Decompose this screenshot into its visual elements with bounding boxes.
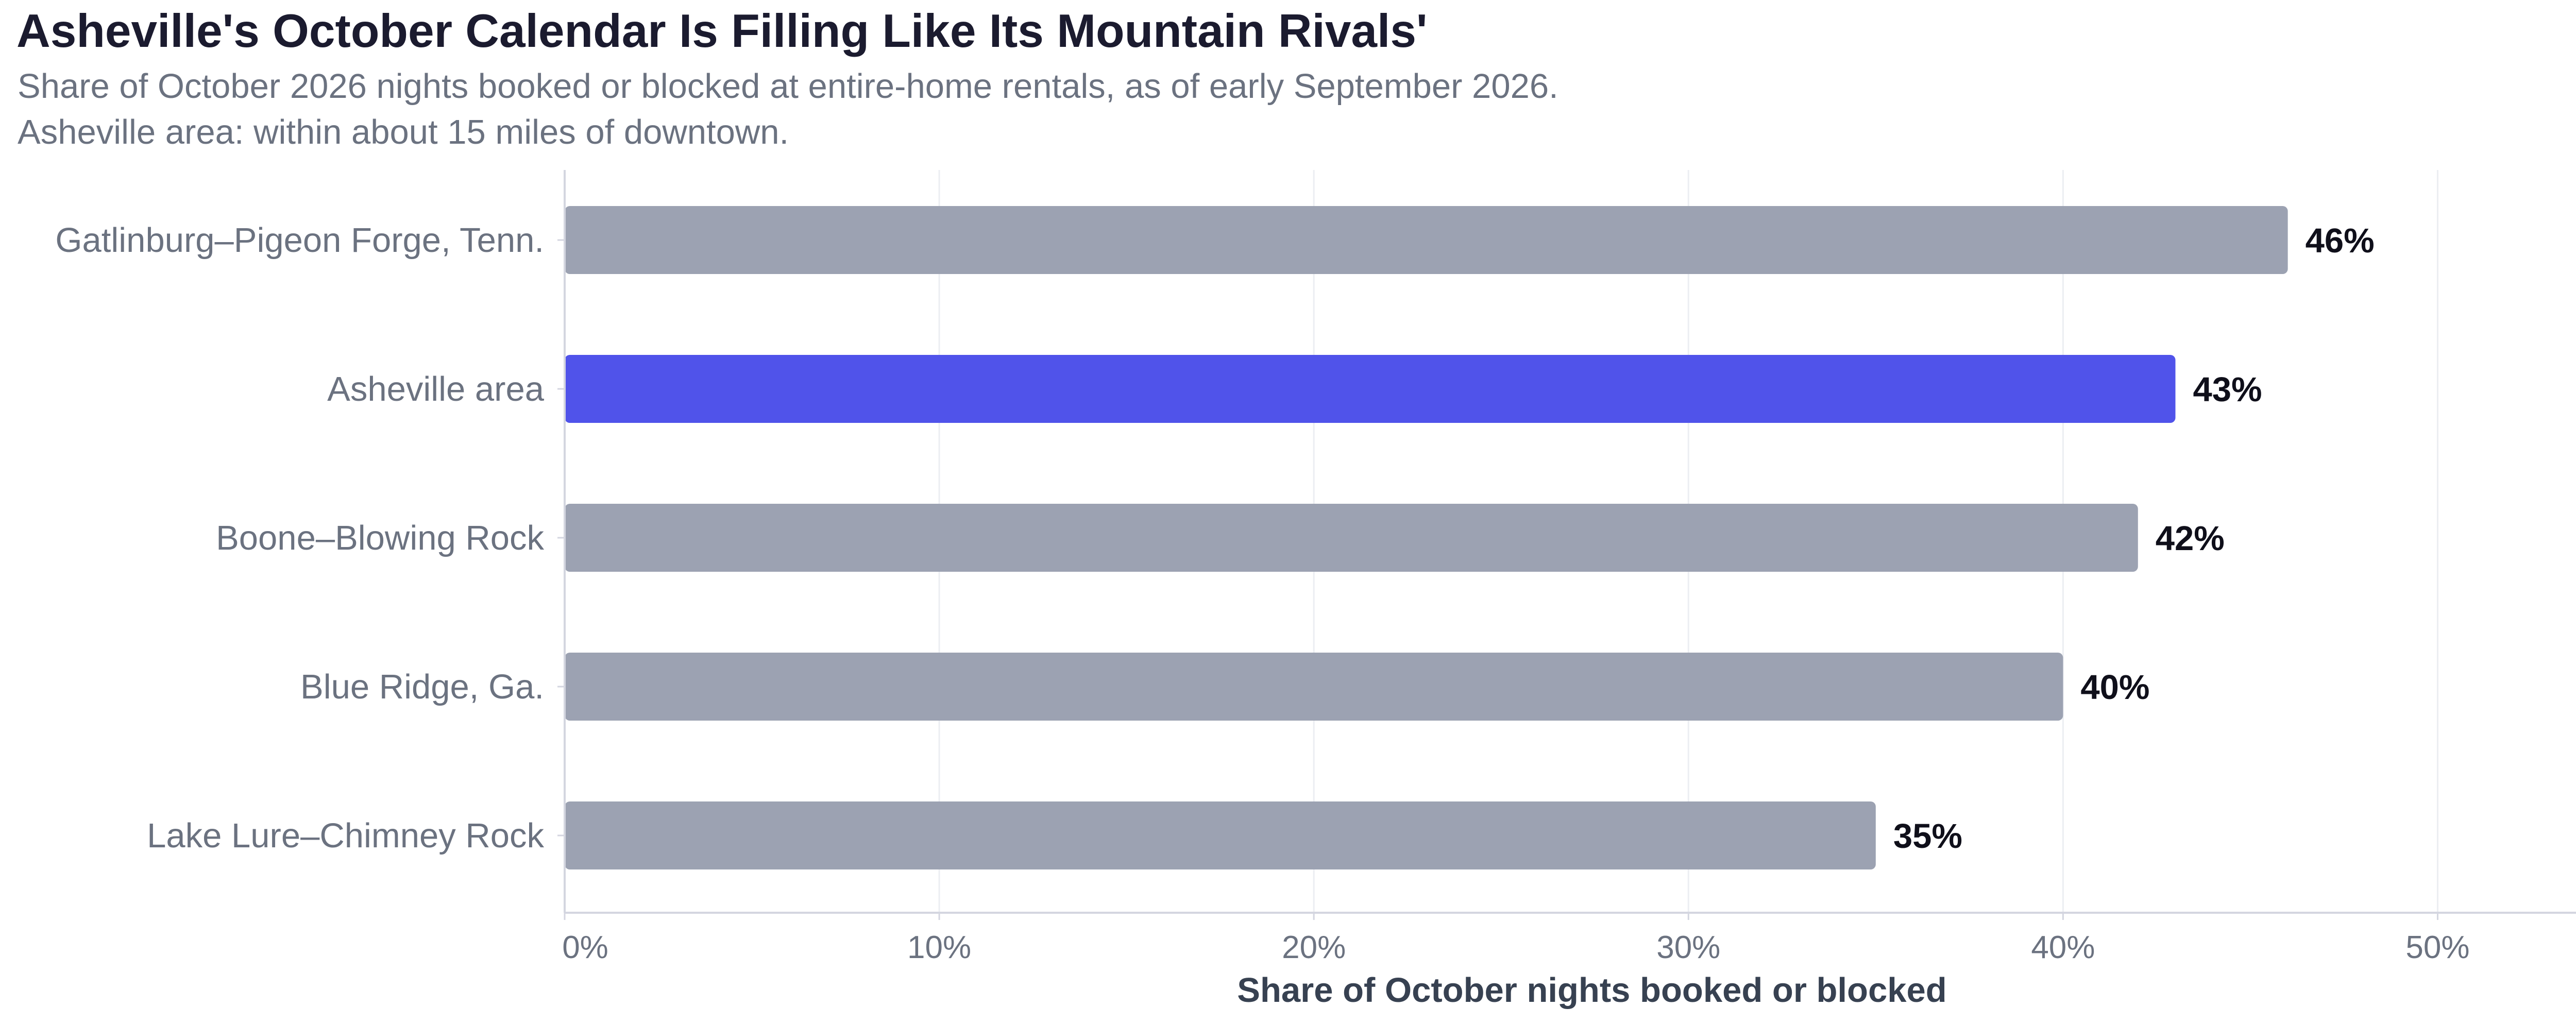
category-label: Lake Lure–Chimney Rock xyxy=(147,816,544,855)
value-label: 43% xyxy=(2193,370,2262,409)
value-labels: 46% 43% 42% 40% 35% xyxy=(1893,221,2375,856)
x-tick-label: 50% xyxy=(2405,930,2469,965)
category-label: Asheville area xyxy=(327,370,545,408)
bar xyxy=(565,653,2063,721)
x-tick-label: 30% xyxy=(1656,930,1720,965)
bar xyxy=(565,504,2138,572)
chart-subtitle-line-1: Share of October 2026 nights booked or b… xyxy=(18,67,1558,106)
value-label: 40% xyxy=(2080,668,2149,707)
x-tick-label: 0% xyxy=(562,930,608,965)
category-label: Blue Ridge, Ga. xyxy=(300,668,544,706)
category-label: Gatlinburg–Pigeon Forge, Tenn. xyxy=(55,221,544,260)
value-label: 46% xyxy=(2306,221,2375,260)
x-axis-title: Share of October nights booked or blocke… xyxy=(1237,971,1946,1010)
bar-highlighted xyxy=(565,355,2176,423)
x-tick-label: 40% xyxy=(2031,930,2095,965)
chart-subtitle-line-2: Asheville area: within about 15 miles of… xyxy=(18,113,789,151)
category-label: Boone–Blowing Rock xyxy=(216,519,544,557)
bar xyxy=(565,801,1876,869)
chart-title: Asheville's October Calendar Is Filling … xyxy=(16,5,1428,57)
x-tick-label: 10% xyxy=(907,930,971,965)
value-label: 42% xyxy=(2156,519,2225,558)
bar xyxy=(565,206,2288,274)
category-labels: Gatlinburg–Pigeon Forge, Tenn. Asheville … xyxy=(55,221,565,855)
value-label: 35% xyxy=(1893,817,1962,856)
bars xyxy=(565,206,2288,869)
x-tick-label: 20% xyxy=(1282,930,1346,965)
x-tick-labels: 0% 10% 20% 30% 40% 50% xyxy=(562,913,2470,965)
